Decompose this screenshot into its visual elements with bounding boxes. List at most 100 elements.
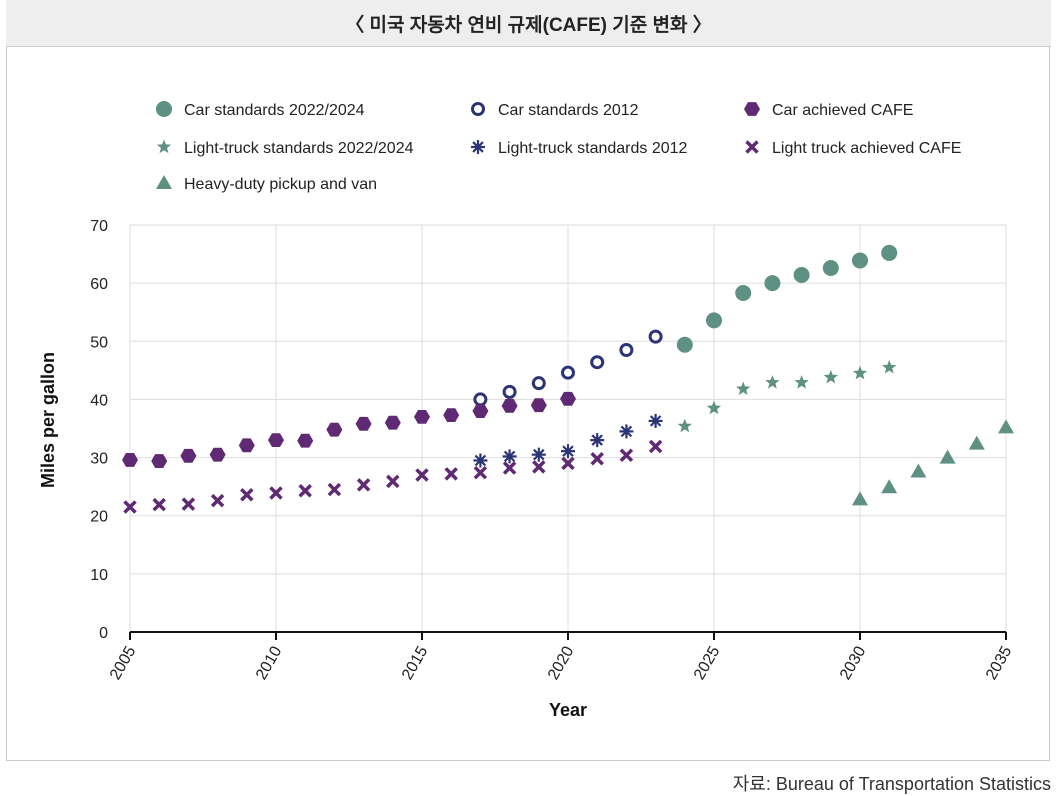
data-point bbox=[501, 398, 518, 413]
y-tick-label: 70 bbox=[90, 218, 108, 235]
x-tick-label: 2030 bbox=[837, 643, 870, 682]
data-point bbox=[356, 478, 371, 492]
data-point bbox=[210, 493, 225, 508]
data-point bbox=[590, 355, 605, 370]
data-point bbox=[822, 260, 839, 277]
data-point bbox=[384, 415, 401, 430]
data-point bbox=[561, 456, 575, 471]
x-axis-title: Year bbox=[549, 700, 587, 720]
x-tick-label: 2025 bbox=[691, 643, 724, 682]
data-point bbox=[998, 419, 1014, 434]
data-point bbox=[209, 447, 226, 462]
legend-item[interactable]: Car achieved CAFE bbox=[744, 102, 913, 119]
legend-item[interactable]: Light-truck standards 2012 bbox=[471, 140, 688, 157]
data-point bbox=[648, 329, 663, 344]
data-point bbox=[619, 424, 634, 439]
legend-label: Light-truck standards 2012 bbox=[498, 140, 688, 157]
series-4 bbox=[473, 413, 663, 468]
legend-marker bbox=[156, 101, 172, 117]
data-point bbox=[180, 448, 197, 463]
data-point bbox=[765, 375, 780, 389]
legend-label: Light truck achieved CAFE bbox=[772, 140, 961, 157]
data-point bbox=[939, 449, 956, 464]
data-point bbox=[238, 438, 255, 453]
y-tick-label: 50 bbox=[90, 334, 108, 351]
data-point bbox=[676, 336, 693, 353]
data-point bbox=[531, 447, 546, 462]
data-point bbox=[297, 433, 314, 448]
series-6 bbox=[852, 419, 1014, 506]
series-1 bbox=[473, 329, 663, 407]
legend-marker bbox=[471, 102, 485, 116]
data-point bbox=[472, 404, 489, 418]
data-point bbox=[473, 392, 488, 407]
x-tick-label: 2020 bbox=[545, 643, 578, 682]
data-point bbox=[794, 375, 809, 389]
data-point bbox=[706, 312, 722, 329]
legend-item[interactable]: Car standards 2022/2024 bbox=[156, 101, 365, 119]
data-point bbox=[852, 365, 868, 380]
data-point bbox=[648, 439, 663, 454]
data-point bbox=[530, 398, 547, 413]
legend-item[interactable]: Light-truck standards 2022/2024 bbox=[156, 139, 414, 158]
data-point bbox=[881, 479, 898, 494]
legend-label: Car achieved CAFE bbox=[772, 102, 913, 119]
data-point bbox=[473, 453, 488, 468]
data-point bbox=[531, 376, 546, 391]
data-point bbox=[386, 474, 400, 489]
series-5 bbox=[123, 439, 663, 514]
data-point bbox=[355, 416, 372, 431]
y-tick-label: 20 bbox=[90, 509, 108, 526]
data-point bbox=[793, 267, 810, 284]
data-point bbox=[122, 452, 138, 467]
y-tick-label: 10 bbox=[90, 567, 108, 584]
legend-label: Light-truck standards 2022/2024 bbox=[184, 140, 414, 157]
data-point bbox=[735, 285, 752, 302]
y-tick-label: 0 bbox=[99, 625, 108, 642]
chart-title: 〈 미국 자동차 연비 규제(CAFE) 기준 변화 〉 bbox=[345, 14, 712, 36]
data-point bbox=[473, 465, 488, 480]
data-point bbox=[502, 461, 517, 475]
legend-marker bbox=[471, 140, 485, 154]
legend-item[interactable]: Car standards 2012 bbox=[471, 102, 639, 119]
data-point bbox=[910, 463, 927, 478]
legend-marker bbox=[744, 102, 760, 116]
data-point bbox=[415, 468, 429, 482]
data-point bbox=[619, 343, 634, 358]
data-point bbox=[414, 409, 430, 424]
data-point bbox=[823, 369, 838, 384]
data-point bbox=[444, 467, 458, 481]
data-point bbox=[532, 460, 546, 474]
data-point bbox=[590, 451, 604, 466]
legend-marker bbox=[745, 140, 759, 154]
data-point bbox=[677, 418, 692, 433]
data-point bbox=[561, 444, 575, 459]
data-point bbox=[502, 449, 517, 464]
data-point bbox=[706, 400, 722, 415]
y-tick-label: 60 bbox=[90, 276, 108, 293]
x-tick-label: 2035 bbox=[983, 643, 1016, 682]
data-point bbox=[181, 497, 196, 511]
series-3 bbox=[677, 359, 897, 433]
legend-label: Car standards 2022/2024 bbox=[184, 102, 365, 119]
series-2 bbox=[122, 391, 576, 468]
data-point bbox=[590, 433, 605, 448]
data-point bbox=[736, 381, 751, 396]
data-point bbox=[561, 365, 575, 380]
grid bbox=[129, 224, 1007, 632]
data-point bbox=[268, 433, 284, 448]
legend-item[interactable]: Heavy-duty pickup and van bbox=[156, 175, 377, 193]
legend-label: Heavy-duty pickup and van bbox=[184, 176, 377, 193]
x-tick-label: 2015 bbox=[399, 643, 432, 682]
legend-item[interactable]: Light truck achieved CAFE bbox=[745, 140, 962, 157]
x-tick-label: 2010 bbox=[253, 643, 286, 682]
legend-marker bbox=[156, 139, 172, 154]
data-point bbox=[619, 448, 634, 462]
data-point bbox=[882, 359, 897, 374]
legend: Car standards 2022/2024 Car standards 201… bbox=[156, 101, 961, 193]
y-tick-label: 40 bbox=[90, 392, 108, 409]
data-series bbox=[122, 244, 1014, 514]
data-point bbox=[502, 384, 517, 399]
y-tick-label: 30 bbox=[90, 451, 108, 468]
